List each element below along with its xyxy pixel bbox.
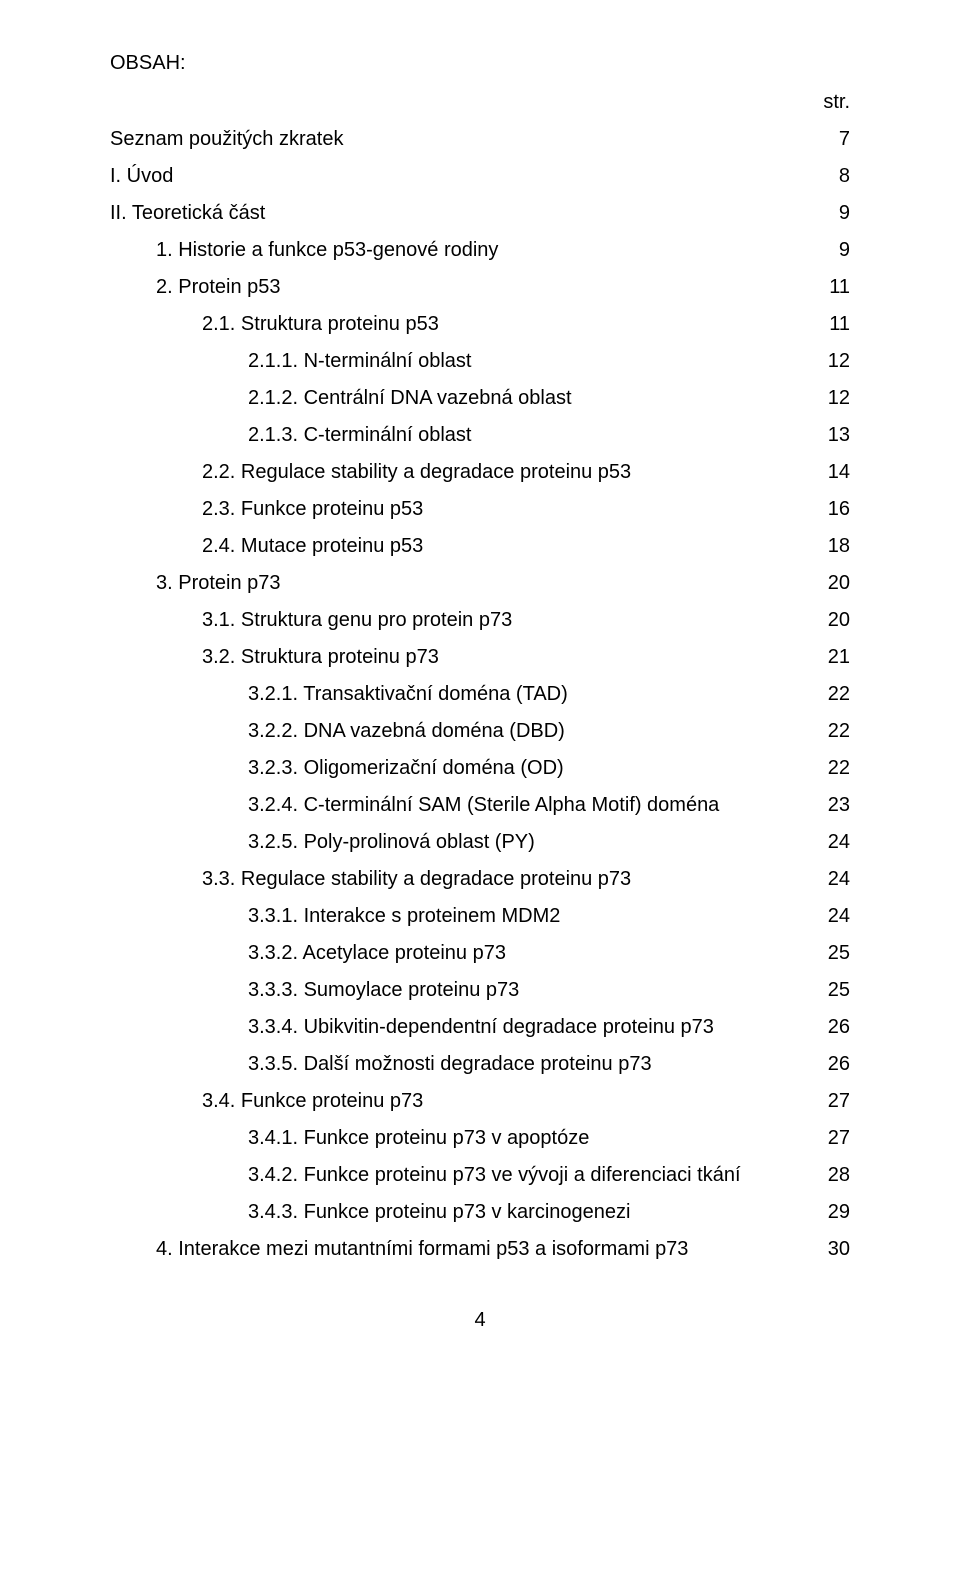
toc-label: 2.4. Mutace proteinu p53	[110, 531, 814, 562]
toc-page: 28	[814, 1160, 850, 1191]
toc-label: 3.4.3. Funkce proteinu p73 v karcinogene…	[110, 1197, 814, 1228]
toc-label: 3.2.1. Transaktivační doména (TAD)	[110, 679, 814, 710]
toc-label: 2.1.3. C-terminální oblast	[110, 420, 814, 451]
toc-label: 4. Interakce mezi mutantními formami p53…	[110, 1234, 814, 1265]
toc-row: 2.1.2. Centrální DNA vazebná oblast12	[110, 383, 850, 414]
toc-page: 24	[814, 864, 850, 895]
content-heading: OBSAH:	[110, 48, 850, 79]
toc-page: 21	[814, 642, 850, 673]
toc-row: 3.3.2. Acetylace proteinu p7325	[110, 938, 850, 969]
toc-row: 3.3.1. Interakce s proteinem MDM224	[110, 901, 850, 932]
toc-label: 3.2.2. DNA vazebná doména (DBD)	[110, 716, 814, 747]
toc-row: 2.1.1. N-terminální oblast12	[110, 346, 850, 377]
toc-row: 2.2. Regulace stability a degradace prot…	[110, 457, 850, 488]
toc-page: 27	[814, 1086, 850, 1117]
toc-row: 3.3.4. Ubikvitin-dependentní degradace p…	[110, 1012, 850, 1043]
toc-label: 3.2.4. C-terminální SAM (Sterile Alpha M…	[110, 790, 814, 821]
toc-row: Seznam použitých zkratek7	[110, 124, 850, 155]
page-label-row: str.	[110, 87, 850, 118]
toc-row: 3.4. Funkce proteinu p7327	[110, 1086, 850, 1117]
toc-label: 3.2.3. Oligomerizační doména (OD)	[110, 753, 814, 784]
toc-page: 24	[814, 827, 850, 858]
toc-row: 1. Historie a funkce p53-genové rodiny9	[110, 235, 850, 266]
toc-row: 2.3. Funkce proteinu p5316	[110, 494, 850, 525]
toc-page: 24	[814, 901, 850, 932]
toc-label: 3.3.5. Další možnosti degradace proteinu…	[110, 1049, 814, 1080]
table-of-contents: Seznam použitých zkratek7I. Úvod8II. Teo…	[110, 124, 850, 1265]
toc-label: II. Teoretická část	[110, 198, 814, 229]
toc-row: 3.3.5. Další možnosti degradace proteinu…	[110, 1049, 850, 1080]
toc-page: 8	[814, 161, 850, 192]
toc-page: 16	[814, 494, 850, 525]
toc-row: 3.2.4. C-terminální SAM (Sterile Alpha M…	[110, 790, 850, 821]
toc-label: I. Úvod	[110, 161, 814, 192]
toc-page: 22	[814, 716, 850, 747]
toc-page: 27	[814, 1123, 850, 1154]
toc-label: 2.1. Struktura proteinu p53	[110, 309, 814, 340]
toc-page: 26	[814, 1012, 850, 1043]
toc-label: 3.3.1. Interakce s proteinem MDM2	[110, 901, 814, 932]
toc-page: 30	[814, 1234, 850, 1265]
toc-label: 3. Protein p73	[110, 568, 814, 599]
toc-row: 3.4.2. Funkce proteinu p73 ve vývoji a d…	[110, 1160, 850, 1191]
toc-page: 29	[814, 1197, 850, 1228]
toc-row: 3.4.1. Funkce proteinu p73 v apoptóze27	[110, 1123, 850, 1154]
toc-page: 9	[814, 198, 850, 229]
toc-row: 2.1.3. C-terminální oblast13	[110, 420, 850, 451]
toc-label: 1. Historie a funkce p53-genové rodiny	[110, 235, 814, 266]
toc-page: 22	[814, 679, 850, 710]
toc-label: 3.4.2. Funkce proteinu p73 ve vývoji a d…	[110, 1160, 814, 1191]
toc-label: 2.2. Regulace stability a degradace prot…	[110, 457, 814, 488]
toc-label: 2.1.1. N-terminální oblast	[110, 346, 814, 377]
toc-label: 3.4.1. Funkce proteinu p73 v apoptóze	[110, 1123, 814, 1154]
toc-row: 4. Interakce mezi mutantními formami p53…	[110, 1234, 850, 1265]
toc-page: 22	[814, 753, 850, 784]
toc-page: 12	[814, 383, 850, 414]
toc-row: 2. Protein p5311	[110, 272, 850, 303]
toc-label: 3.2.5. Poly-prolinová oblast (PY)	[110, 827, 814, 858]
toc-row: 2.1. Struktura proteinu p5311	[110, 309, 850, 340]
toc-label: 3.3.3. Sumoylace proteinu p73	[110, 975, 814, 1006]
toc-row: I. Úvod8	[110, 161, 850, 192]
toc-row: 3.2. Struktura proteinu p7321	[110, 642, 850, 673]
toc-page: 9	[814, 235, 850, 266]
toc-label: 3.3.4. Ubikvitin-dependentní degradace p…	[110, 1012, 814, 1043]
toc-label: 3.3.2. Acetylace proteinu p73	[110, 938, 814, 969]
toc-row: 3.3. Regulace stability a degradace prot…	[110, 864, 850, 895]
toc-label: 3.3. Regulace stability a degradace prot…	[110, 864, 814, 895]
toc-page: 18	[814, 531, 850, 562]
toc-page: 12	[814, 346, 850, 377]
toc-row: 3.2.2. DNA vazebná doména (DBD)22	[110, 716, 850, 747]
toc-row: 3.1. Struktura genu pro protein p7320	[110, 605, 850, 636]
toc-row: 3.3.3. Sumoylace proteinu p7325	[110, 975, 850, 1006]
page-number-footer: 4	[110, 1305, 850, 1336]
toc-label: 3.4. Funkce proteinu p73	[110, 1086, 814, 1117]
toc-page: 14	[814, 457, 850, 488]
toc-row: 3.2.1. Transaktivační doména (TAD)22	[110, 679, 850, 710]
toc-label: 2.1.2. Centrální DNA vazebná oblast	[110, 383, 814, 414]
toc-label: Seznam použitých zkratek	[110, 124, 814, 155]
toc-row: 3.4.3. Funkce proteinu p73 v karcinogene…	[110, 1197, 850, 1228]
toc-page: 23	[814, 790, 850, 821]
toc-page: 26	[814, 1049, 850, 1080]
toc-row: 3.2.3. Oligomerizační doména (OD)22	[110, 753, 850, 784]
toc-row: 3. Protein p7320	[110, 568, 850, 599]
toc-page: 13	[814, 420, 850, 451]
toc-page: 20	[814, 568, 850, 599]
toc-page: 20	[814, 605, 850, 636]
toc-page: 25	[814, 975, 850, 1006]
toc-label: 2. Protein p53	[110, 272, 814, 303]
toc-row: 3.2.5. Poly-prolinová oblast (PY)24	[110, 827, 850, 858]
toc-row: II. Teoretická část9	[110, 198, 850, 229]
toc-label: 2.3. Funkce proteinu p53	[110, 494, 814, 525]
toc-page: 11	[814, 272, 850, 303]
toc-page: 25	[814, 938, 850, 969]
page-column-label: str.	[814, 87, 850, 118]
toc-page: 11	[814, 309, 850, 340]
toc-label: 3.1. Struktura genu pro protein p73	[110, 605, 814, 636]
toc-page: 7	[814, 124, 850, 155]
toc-label: 3.2. Struktura proteinu p73	[110, 642, 814, 673]
toc-row: 2.4. Mutace proteinu p5318	[110, 531, 850, 562]
